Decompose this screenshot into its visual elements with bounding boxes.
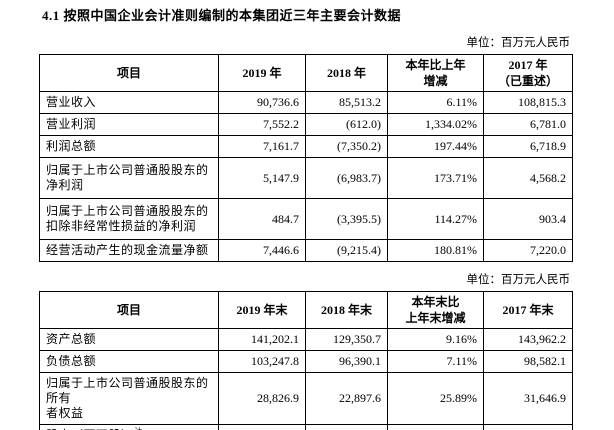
- row-value-cell: 0.83%: [387, 424, 484, 430]
- row-value-cell: 90,736.6: [218, 91, 306, 114]
- row-value-cell: 9.16%: [387, 328, 484, 351]
- row-item-label: 资产总额: [39, 328, 219, 351]
- header-change-end: 本年末比 上年末增减: [387, 291, 484, 329]
- row-item-label: 经营活动产生的现金流量净额: [39, 239, 219, 262]
- header-item: 项目: [39, 291, 219, 329]
- yearend-data-table: 项目 2019 年末 2018 年末 本年末比 上年末增减 2017 年末 资产…: [39, 291, 573, 430]
- row-value-cell: 6,781.0: [483, 113, 573, 136]
- row-value-cell: 96,390.1: [305, 350, 388, 373]
- unit-label: 单位：百万元人民币: [466, 37, 571, 49]
- table-row: 经营活动产生的现金流量净额 7,446.6 (9,215.4) 180.81% 7,22…: [39, 239, 573, 262]
- header-2018: 2018 年: [305, 54, 388, 92]
- row-value-cell: 903.4: [483, 198, 573, 240]
- row-value-cell: 28,826.9: [218, 372, 306, 425]
- row-value-cell: 173.71%: [387, 157, 484, 199]
- table-row: 归属于上市公司普通股股东的 扣除非经常性损益的净利润 484.7 (3,395.5)…: [39, 198, 573, 240]
- footnote-marker: 注: [135, 427, 144, 430]
- row-value-cell: (3,395.5): [305, 198, 388, 240]
- row-value-cell: 7,446.6: [218, 239, 306, 262]
- table-row: 归属于上市公司普通股股东的所有 者权益 28,826.9 22,897.6 25.89…: [39, 372, 573, 425]
- table-row: 归属于上市公司普通股股东的 净利润 5,147.9 (6,983.7) 173.71%…: [39, 157, 573, 199]
- header-2019-end: 2019 年末: [218, 291, 306, 329]
- row-value-cell: 180.81%: [387, 239, 484, 262]
- row-value-cell: 6.11%: [387, 91, 484, 114]
- row-value-cell: (7,350.2): [305, 135, 388, 158]
- row-value-cell: (612.0): [305, 113, 388, 136]
- row-item-label: 归属于上市公司普通股股东的 净利润: [39, 157, 219, 199]
- row-value-cell: (9,215.4): [305, 239, 388, 262]
- table-header-row: 项目 2019 年 2018 年 本年比上年 增减 2017 年 （已重述）: [39, 54, 573, 92]
- row-value-cell: 4,227.5: [218, 424, 306, 430]
- row-value-cell: 4,192.7: [483, 424, 573, 430]
- page-title: 4.1 按照中国企业会计准则编制的本集团近三年主要会计数据: [42, 8, 402, 23]
- row-value-cell: 6,718.9: [483, 135, 573, 158]
- table-row: 营业利润 7,552.2 (612.0) 1,334.02% 6,781.0: [39, 113, 573, 136]
- header-change: 本年比上年 增减: [387, 54, 484, 92]
- row-value-cell: 4,192.7: [305, 424, 388, 430]
- row-value-cell: 85,513.2: [305, 91, 388, 114]
- row-value-cell: 1,334.02%: [387, 113, 484, 136]
- annual-data-table: 项目 2019 年 2018 年 本年比上年 增减 2017 年 （已重述） 营…: [39, 54, 573, 262]
- row-value-cell: 22,897.6: [305, 372, 388, 425]
- row-value-cell: 7,552.2: [218, 113, 306, 136]
- row-value-cell: 103,247.8: [218, 350, 306, 373]
- row-value-cell: 114.27%: [387, 198, 484, 240]
- row-value-cell: 129,350.7: [305, 328, 388, 351]
- header-item: 项目: [39, 54, 219, 92]
- row-value-cell: 7,161.7: [218, 135, 306, 158]
- row-item-label: 归属于上市公司普通股股东的 扣除非经常性损益的净利润: [39, 198, 219, 240]
- row-value-cell: 98,582.1: [483, 350, 573, 373]
- row-item-label: 营业收入: [39, 91, 219, 114]
- row-item-label: 股本（百万股）注: [39, 424, 219, 430]
- table-row: 负债总额 103,247.8 96,390.1 7.11% 98,582.1: [39, 350, 573, 373]
- row-item-label: 营业利润: [39, 113, 219, 136]
- header-2018-end: 2018 年末: [305, 291, 388, 329]
- row-value-cell: 31,646.9: [483, 372, 573, 425]
- row-value-cell: (6,983.7): [305, 157, 388, 199]
- row-item-label: 利润总额: [39, 135, 219, 158]
- row-value-cell: 143,962.2: [483, 328, 573, 351]
- table-row: 资产总额 141,202.1 129,350.7 9.16% 143,962.2: [39, 328, 573, 351]
- row-value-cell: 25.89%: [387, 372, 484, 425]
- header-2017: 2017 年 （已重述）: [483, 54, 573, 92]
- header-2019: 2019 年: [218, 54, 306, 92]
- row-item-label: 负债总额: [39, 350, 219, 373]
- unit-label: 单位：百万元人民币: [466, 274, 571, 286]
- table-header-row: 项目 2019 年末 2018 年末 本年末比 上年末增减 2017 年末: [39, 291, 573, 329]
- document-page: 4.1 按照中国企业会计准则编制的本集团近三年主要会计数据 单位：百万元人民币 …: [39, 0, 573, 430]
- table-row: 股本（百万股）注4,227.54,192.70.83%4,192.7: [39, 424, 573, 430]
- row-value-cell: 7,220.0: [483, 239, 573, 262]
- table-row: 利润总额 7,161.7 (7,350.2) 197.44% 6,718.9: [39, 135, 573, 158]
- row-value-cell: 141,202.1: [218, 328, 306, 351]
- row-item-label: 归属于上市公司普通股股东的所有 者权益: [39, 372, 219, 425]
- row-value-cell: 197.44%: [387, 135, 484, 158]
- header-2017-end: 2017 年末: [483, 291, 573, 329]
- row-value-cell: 5,147.9: [218, 157, 306, 199]
- row-value-cell: 7.11%: [387, 350, 484, 373]
- row-value-cell: 108,815.3: [483, 91, 573, 114]
- row-value-cell: 484.7: [218, 198, 306, 240]
- row-value-cell: 4,568.2: [483, 157, 573, 199]
- table-row: 营业收入 90,736.6 85,513.2 6.11% 108,815.3: [39, 91, 573, 114]
